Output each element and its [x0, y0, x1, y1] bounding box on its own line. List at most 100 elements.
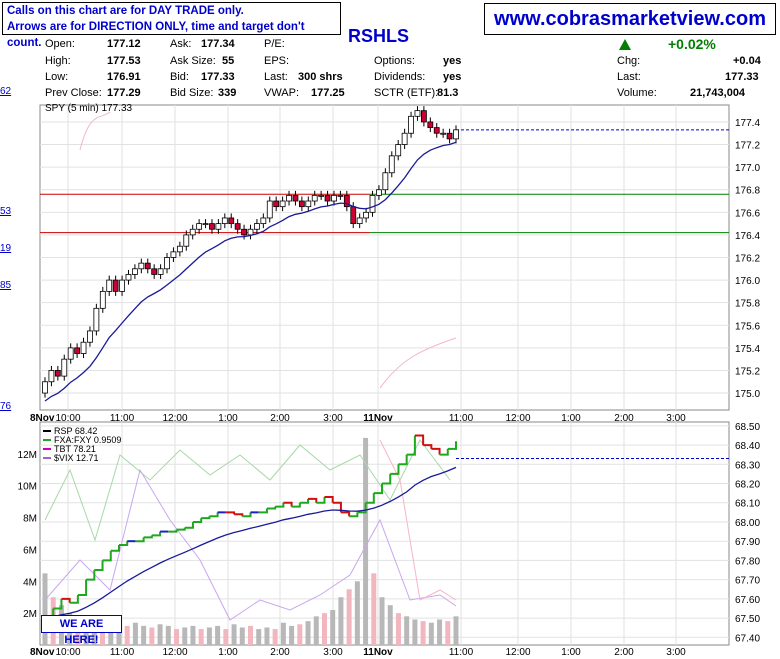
last-value: 177.33 — [725, 71, 759, 83]
ask-value: 177.34 — [201, 38, 235, 50]
price-tick-label: 175.4 — [735, 344, 760, 355]
website-banner[interactable]: www.cobrasmarketview.com — [484, 3, 776, 35]
volume-bar — [437, 619, 443, 645]
rsp-segment — [242, 512, 252, 518]
rsp-segment — [357, 502, 367, 514]
dividends-value: yes — [443, 71, 462, 83]
price-x-tick: 3:00 — [323, 413, 343, 424]
candle-body — [260, 217, 267, 225]
pe-label: P/E: — [264, 38, 285, 50]
rsp-segment — [324, 495, 334, 503]
volume-bar — [305, 621, 311, 645]
candle-body — [157, 268, 164, 275]
candle-body — [298, 200, 305, 208]
volume-bar — [428, 622, 434, 645]
volume-tick-label: 4M — [23, 577, 37, 588]
price-tick-label: 177.0 — [735, 163, 760, 174]
candle-body — [202, 223, 209, 226]
ask-label: Ask: — [170, 38, 192, 50]
candle-body — [356, 217, 363, 225]
candle-body — [241, 228, 247, 236]
bid-size-label: Bid Size: — [170, 87, 214, 99]
volume-bar — [239, 627, 245, 645]
indicator-x-tick: 10:00 — [55, 647, 80, 658]
candle-body — [61, 358, 68, 377]
indicator-x-tick: 12:00 — [505, 647, 530, 658]
left-clip-label[interactable]: 62 — [0, 86, 12, 97]
left-clip-label[interactable]: 53 — [0, 206, 12, 217]
price-x-tick: 12:00 — [162, 413, 187, 424]
candle-body — [170, 251, 177, 258]
prev-close-value: 177.29 — [107, 87, 141, 99]
price-tick-label: 175.8 — [735, 299, 760, 310]
rsp-segment — [275, 502, 285, 508]
candle-body — [350, 206, 357, 225]
volume-bar — [363, 437, 369, 645]
left-clip-label[interactable]: 76 — [0, 401, 12, 412]
candle-body — [318, 194, 325, 197]
candle-body — [215, 223, 222, 230]
rsp-segment — [414, 434, 425, 446]
rsp-tick-label: 67.80 — [735, 556, 760, 567]
candle-body — [99, 290, 106, 309]
volume-bar — [445, 621, 451, 645]
price-x-tick: 3:00 — [666, 413, 686, 424]
indicator-x-tick: 1:00 — [218, 647, 238, 658]
price-x-tick: 11Nov — [363, 413, 393, 424]
candle-body — [279, 200, 286, 208]
rsp-segment — [365, 493, 375, 504]
volume-bar — [198, 629, 204, 645]
tbt-overlay-line — [379, 337, 457, 389]
candle-body — [74, 347, 81, 354]
rsp-segment — [151, 531, 162, 537]
volume-bar — [379, 597, 385, 645]
volume-bar — [223, 629, 229, 645]
candle-body — [183, 234, 190, 247]
candle-body — [453, 129, 459, 140]
price-x-tick: 1:00 — [218, 413, 238, 424]
candle-body — [254, 223, 260, 230]
rsp-segment — [406, 435, 416, 456]
volume-bar — [313, 616, 319, 645]
rsp-tick-label: 67.60 — [735, 595, 760, 606]
volume-bar — [100, 622, 106, 645]
dividends-label: Dividends: — [374, 71, 426, 83]
candle-body — [286, 194, 292, 202]
left-clip-label[interactable]: 85 — [0, 280, 12, 291]
rsp-segment — [53, 598, 63, 610]
rsp-segment — [316, 496, 326, 504]
last-label: Last: — [617, 71, 641, 83]
price-x-tick: 11:00 — [110, 413, 135, 424]
rsp-segment — [439, 448, 449, 456]
candle-body — [209, 223, 215, 230]
sctr-value: 81.3 — [437, 87, 459, 99]
price-tick-label: 176.0 — [735, 276, 760, 287]
volume-bar — [404, 616, 410, 645]
rsp-tick-label: 68.30 — [735, 460, 760, 471]
rsp-segment — [69, 595, 79, 604]
candle-body — [446, 132, 453, 140]
left-clip-label[interactable]: 19 — [0, 243, 12, 254]
ask-size-label: Ask Size: — [170, 55, 216, 67]
bid-size-value: 339 — [218, 87, 237, 99]
rsp-tick-label: 68.00 — [735, 518, 760, 529]
indicator-legend-item: $VIX 12.71 — [54, 453, 99, 463]
candle-body — [408, 115, 414, 134]
rsp-segment — [340, 511, 351, 517]
candle-body — [221, 217, 228, 225]
candle-body — [125, 274, 132, 281]
volume-bar — [157, 624, 163, 645]
price-tick-label: 176.8 — [735, 186, 760, 197]
candle-body — [369, 194, 376, 213]
volume-bar — [412, 619, 418, 645]
price-x-tick: 1:00 — [561, 413, 581, 424]
rsp-segment — [118, 541, 129, 547]
candle-body — [87, 330, 93, 343]
candle-body — [420, 110, 427, 123]
volume-bar — [346, 589, 352, 645]
volume-bar — [264, 627, 270, 645]
candle-body — [176, 245, 183, 253]
candle-body — [80, 341, 87, 354]
candle-body — [54, 370, 61, 377]
